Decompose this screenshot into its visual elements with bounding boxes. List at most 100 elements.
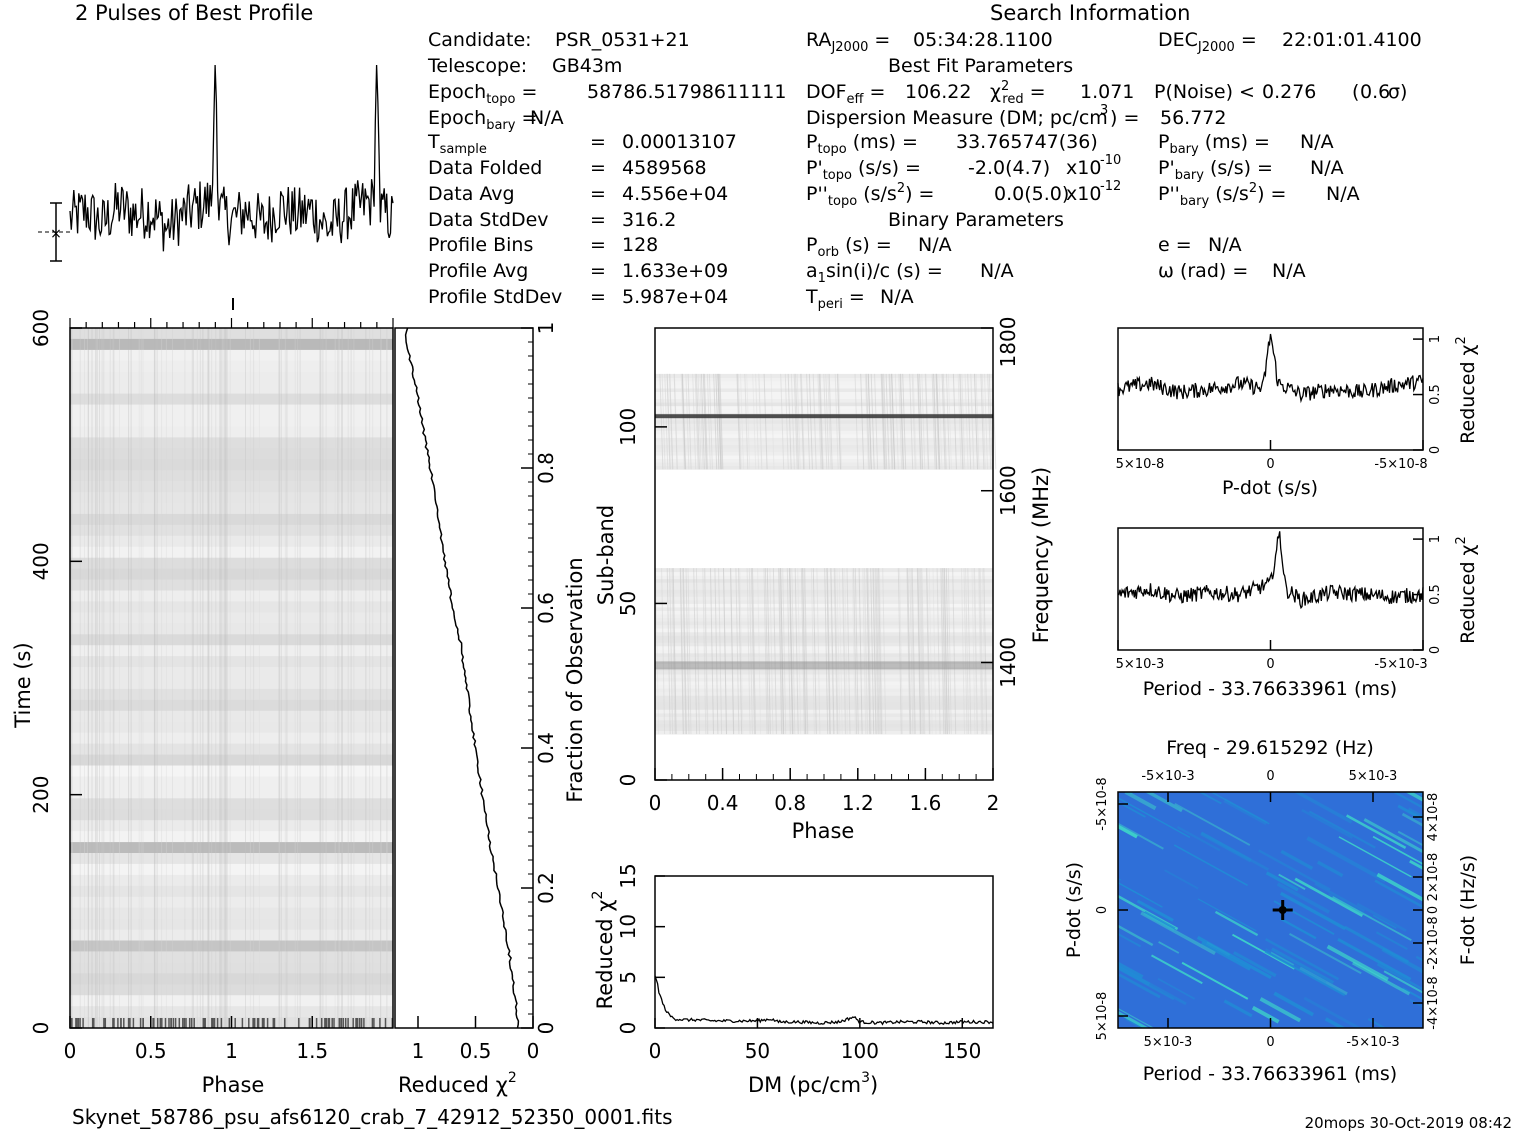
subband-striation [902, 373, 907, 470]
subband-striation [933, 373, 938, 470]
subband-striation [872, 568, 877, 735]
eq-sign: = [590, 183, 606, 205]
subband-striation [961, 568, 965, 735]
subband-striation [862, 568, 867, 735]
ppdot-streak [1276, 882, 1330, 914]
ppdot-x-tick-label: 0 [1266, 1035, 1274, 1050]
time-row [70, 524, 393, 537]
subband-striation [875, 568, 880, 735]
ppdot-streak [1413, 1045, 1484, 1084]
ppdot-streak [1460, 1051, 1510, 1078]
chi2-red-value: 1.071 [1080, 81, 1134, 103]
pd-topo-label: P'topo (s/s) = [806, 157, 921, 183]
ppdot-streak [1451, 1021, 1517, 1062]
subband-striation [682, 568, 687, 735]
subband-striation [825, 373, 830, 470]
eq-sign: = [590, 157, 606, 179]
baseline-marker: × [50, 226, 62, 242]
ppdot-streak [1434, 1006, 1481, 1032]
ppdot-streak [1259, 997, 1302, 1023]
subband-striation [812, 568, 817, 735]
ppdot-streak [1478, 935, 1508, 952]
time-row [70, 929, 393, 942]
subband-striation [682, 373, 687, 470]
subband-striation [673, 373, 678, 470]
subband-striation [828, 373, 833, 470]
ppdot-streak [1401, 812, 1423, 827]
pdd-topo-label: P''topo (s/s2) = [806, 181, 934, 209]
subband-striation [671, 568, 676, 735]
subband-row [655, 585, 993, 590]
data-folded-label: Data Folded [428, 157, 542, 179]
subband-phase-tick: 2 [987, 791, 1000, 815]
subband-striation [715, 373, 720, 470]
subband-striation [723, 568, 727, 735]
subband-striation [885, 373, 890, 470]
subband-striation [736, 373, 741, 470]
pdot-chi2-line [1117, 333, 1424, 404]
dm-chi2-frame [654, 875, 994, 1029]
ppdot-streak [1409, 859, 1423, 871]
subband-striation [780, 373, 785, 470]
subband-striation [863, 568, 868, 735]
subband-striation [795, 373, 800, 470]
time-row [70, 590, 393, 602]
subband-striation [824, 568, 829, 735]
time-row [70, 688, 393, 701]
subband-striation [866, 568, 871, 735]
subband-striation [957, 373, 962, 470]
p-orb-value: N/A [918, 234, 952, 256]
subband-striation [881, 373, 886, 470]
p-topo-value: 33.765747(36) [956, 131, 1098, 153]
subband-striation [971, 568, 976, 735]
subband-row [655, 656, 993, 661]
ppdot-streak [1392, 792, 1423, 809]
ppdot-streak [1367, 1018, 1387, 1028]
time-row [70, 732, 393, 745]
subband-row [655, 423, 993, 428]
ppdot-streak [1308, 810, 1376, 849]
ppdot-y-tick-label: -5×10-8 [1095, 777, 1110, 830]
subband-row [655, 705, 993, 710]
ppdot-x2-tick-label: 0 [1266, 769, 1274, 784]
subband-striation [794, 568, 799, 735]
subband-striation [803, 568, 808, 735]
ppdot-streak [1356, 902, 1407, 932]
subband-striation [936, 568, 941, 735]
reduced-chi2-axis-label: Reduced χ2 [398, 1070, 517, 1097]
pdot-chi2-x-tick-label: -5×10-8 [1374, 457, 1427, 472]
subband-striation [946, 373, 950, 470]
time-tick-label: 600 [29, 309, 53, 347]
time-row [70, 503, 393, 515]
subband-row [655, 628, 993, 633]
time-row [70, 557, 393, 570]
profile-title: 2 Pulses of Best Profile [75, 1, 313, 25]
subband-striation [802, 568, 807, 735]
subband-striation [681, 373, 686, 470]
ppdot-streak [1294, 877, 1364, 917]
subband-row [655, 607, 993, 611]
ppdot-streak [1372, 835, 1423, 866]
subband-row [655, 402, 993, 407]
dm-tick-label: 150 [943, 1039, 981, 1063]
subband-striation [981, 568, 986, 735]
time-row [70, 809, 393, 821]
subband-striation [827, 568, 831, 735]
pd-exp: -10 [1100, 153, 1121, 168]
dm-chi2-tick-label: 5 [616, 971, 640, 984]
subband-row [655, 465, 993, 470]
subband-striation [788, 568, 793, 735]
subband-row [655, 419, 993, 424]
ppdot-streak [1197, 898, 1257, 932]
ppdot-streak [1083, 1050, 1131, 1076]
ppdot-y2-tick-label: -2×10-8 [1426, 916, 1441, 969]
subband-phase-tick: 0 [649, 791, 662, 815]
search-info-title: Search Information [990, 1, 1190, 25]
subband-striation [924, 373, 929, 470]
ppdot-streak [1258, 849, 1331, 891]
subband-striation [925, 373, 930, 470]
ppdot-streak [1397, 804, 1423, 822]
subband-striation [983, 568, 988, 735]
ppdot-y2-tick-label: -4×10-8 [1426, 976, 1441, 1029]
subband-row [655, 631, 993, 636]
